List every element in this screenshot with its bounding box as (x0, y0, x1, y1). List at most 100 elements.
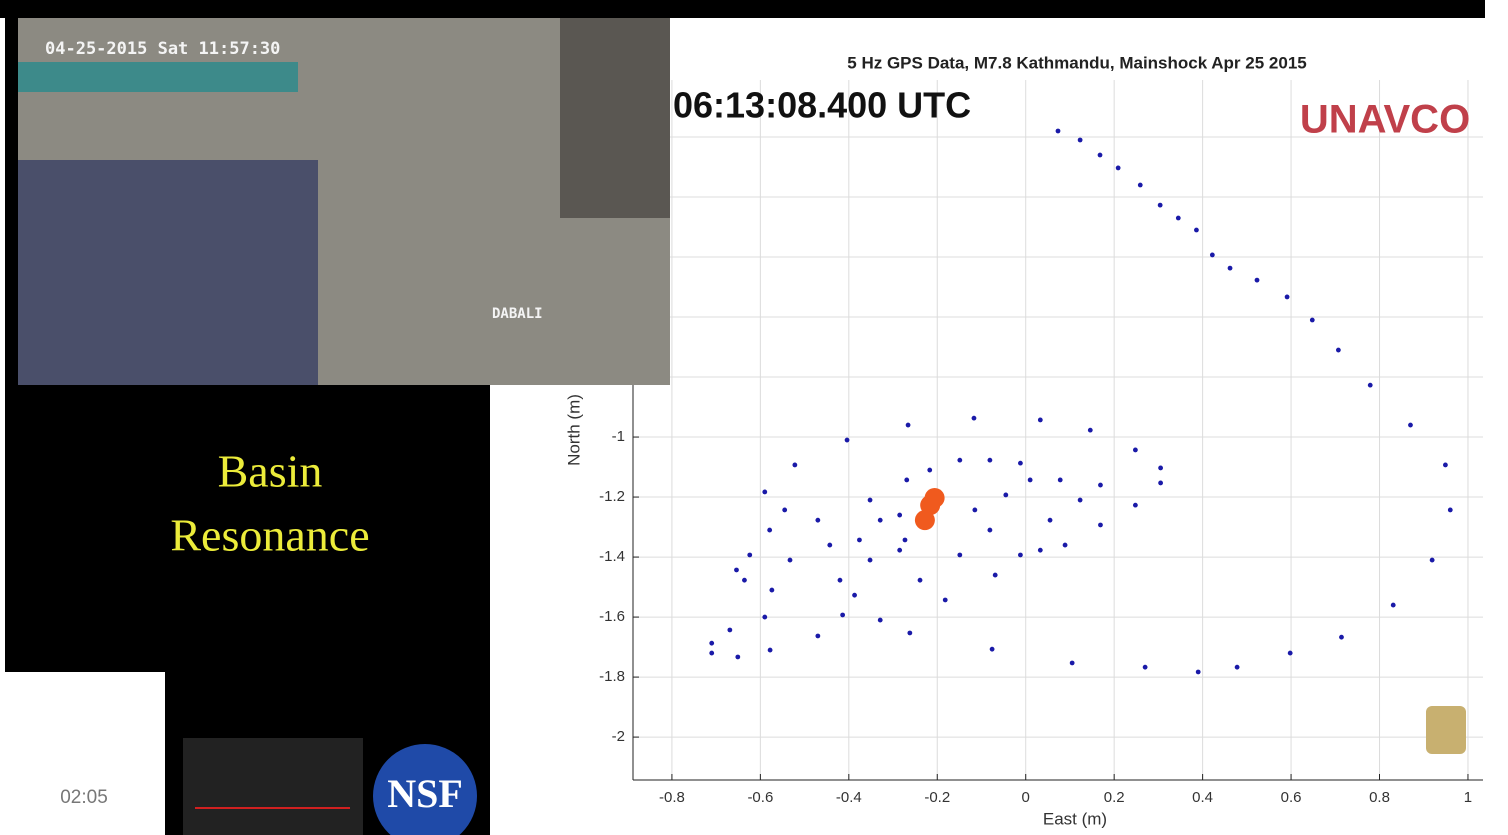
gps-point (1098, 153, 1103, 158)
gps-point (1255, 278, 1260, 283)
gps-point (1133, 448, 1138, 453)
player-time: 02:05 (60, 787, 108, 808)
crowd (18, 160, 318, 385)
y-tick-label: -1 (612, 428, 625, 445)
gps-point (1158, 203, 1163, 208)
gps-point (990, 647, 995, 652)
gps-point (907, 631, 912, 636)
gps-point (1048, 518, 1053, 523)
gps-point (904, 478, 909, 483)
gps-point (868, 498, 873, 503)
gps-point (868, 558, 873, 563)
gps-point (1368, 383, 1373, 388)
gps-point (1310, 318, 1315, 323)
x-tick-label: -0.2 (924, 789, 950, 806)
cu-logo (1426, 706, 1466, 754)
gps-point (1228, 266, 1233, 271)
gps-point (1063, 543, 1068, 548)
gps-point (1028, 478, 1033, 483)
gps-point (857, 538, 862, 543)
gps-point (1391, 603, 1396, 608)
x-tick-label: 1 (1464, 789, 1472, 806)
gps-point (1056, 129, 1061, 134)
y-tick-label: -2 (612, 728, 625, 745)
gps-point (1038, 548, 1043, 553)
gps-point (827, 543, 832, 548)
chart-title: 5 Hz GPS Data, M7.8 Kathmandu, Mainshock… (847, 53, 1306, 72)
y-tick-label: -1.6 (599, 608, 625, 625)
x-axis-label: East (m) (1043, 809, 1107, 828)
gps-point (1003, 493, 1008, 498)
gps-point (762, 490, 767, 495)
x-tick-label: 0 (1022, 789, 1030, 806)
gps-point (972, 416, 977, 421)
gps-point (878, 518, 883, 523)
gps-point (1070, 661, 1075, 666)
gps-point (1285, 295, 1290, 300)
gps-point (957, 458, 962, 463)
gps-point (1339, 635, 1344, 640)
gps-point (1098, 483, 1103, 488)
page: {"video": {"timestamp": "04-25-2015 Sat … (0, 0, 1508, 835)
x-tick-label: 0.6 (1281, 789, 1302, 806)
gps-point (768, 648, 773, 653)
gps-point (1176, 216, 1181, 221)
gps-point (735, 655, 740, 660)
gps-point (1196, 670, 1201, 675)
gps-point (927, 468, 932, 473)
gps-point (840, 613, 845, 618)
unavco-logo: UNAVCO (1300, 98, 1470, 142)
awning (18, 62, 298, 92)
gps-point (906, 423, 911, 428)
gps-point (1443, 463, 1448, 468)
gps-chart: 0-0.2-0.4-0.6-0.8-1-1.2-1.4-1.6-1.8-210.… (564, 53, 1483, 828)
y-tick-label: -1.4 (599, 548, 625, 565)
gps-point (1138, 183, 1143, 188)
current-point (915, 510, 935, 530)
gps-point (815, 634, 820, 639)
gps-point (845, 438, 850, 443)
x-tick-label: -0.4 (836, 789, 862, 806)
gps-point (1116, 166, 1121, 171)
gps-point (1158, 481, 1163, 486)
x-tick-label: 0.4 (1192, 789, 1213, 806)
gps-point (1058, 478, 1063, 483)
gps-point (943, 598, 948, 603)
gps-point (1133, 503, 1138, 508)
gps-point (727, 628, 732, 633)
gps-point (852, 593, 857, 598)
gps-point (1430, 558, 1435, 563)
gps-point (903, 538, 908, 543)
y-tick-label: -1.8 (599, 668, 625, 685)
gps-point (1158, 466, 1163, 471)
y-tick-label: -1.2 (599, 488, 625, 505)
gps-point (1088, 428, 1093, 433)
gps-point (815, 518, 820, 523)
current-point (925, 488, 945, 508)
gps-point (1288, 651, 1293, 656)
gps-point (788, 558, 793, 563)
gps-point (1194, 228, 1199, 233)
gps-point (1098, 523, 1103, 528)
gps-point (993, 573, 998, 578)
x-tick-label: -0.6 (747, 789, 773, 806)
gps-point (838, 578, 843, 583)
gps-point (918, 578, 923, 583)
gps-point (1078, 498, 1083, 503)
gps-point (897, 548, 902, 553)
gps-point (1336, 348, 1341, 353)
gps-point (1018, 553, 1023, 558)
slide-title: Basin (218, 446, 323, 497)
gps-point (897, 513, 902, 518)
gps-point (987, 528, 992, 533)
gps-point (972, 508, 977, 513)
gps-point (1210, 253, 1215, 258)
gps-point (1143, 665, 1148, 670)
screen: 0-0.2-0.4-0.6-0.8-1-1.2-1.4-1.6-1.8-210.… (0, 0, 1508, 835)
nsc-logo (183, 738, 363, 835)
gps-point (1235, 665, 1240, 670)
slide-subtitle: Resonance (170, 510, 369, 561)
gps-point (742, 578, 747, 583)
x-tick-label: 0.8 (1369, 789, 1390, 806)
gps-point (878, 618, 883, 623)
